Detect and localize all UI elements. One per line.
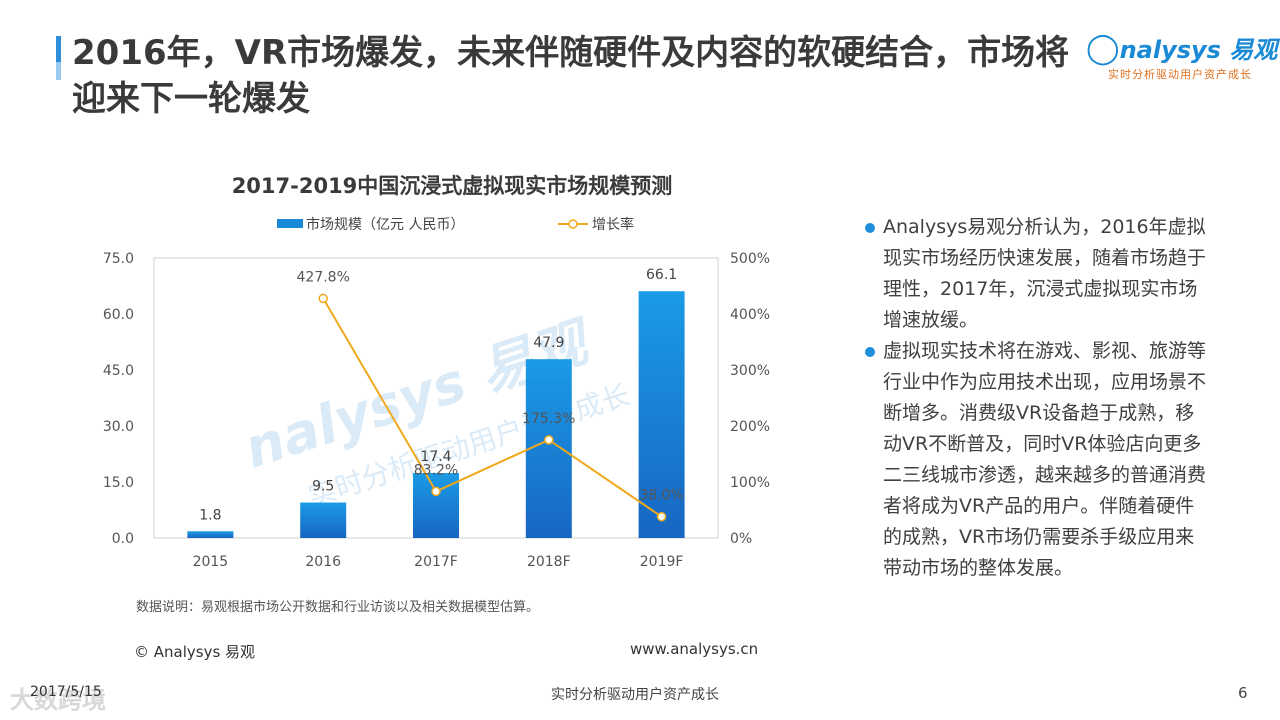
title-accent-bar-light <box>56 62 61 80</box>
logo-text: nalysys 易观 <box>1119 36 1278 64</box>
y2-tick-label: 100% <box>730 475 770 491</box>
y2-tick-label: 200% <box>730 419 770 435</box>
x-tick-label: 2016 <box>305 554 341 570</box>
legend-swatch-market-size <box>277 219 303 228</box>
y-tick-label: 0.0 <box>112 531 134 547</box>
analysys-logo: ◯nalysys 易观 实时分析驱动用户资产成长 <box>1086 31 1278 81</box>
y-tick-label: 15.0 <box>103 475 134 491</box>
x-tick-label: 2017F <box>414 554 458 570</box>
corner-watermark: 大数跨境 <box>10 686 106 714</box>
footer-slogan: 实时分析驱动用户资产成长 <box>551 687 719 703</box>
data-source-note: 数据说明：易观根据市场公开数据和行业访谈以及相关数据模型估算。 <box>136 600 540 615</box>
note-item: 虚拟现实技术将在游戏、影视、旅游等行业中作为应用技术出现，应用场景不断增多。消费… <box>865 336 1210 584</box>
bar-value-label: 17.4 <box>420 449 451 465</box>
y2-tick-label: 500% <box>730 251 770 267</box>
bullet-dot-icon <box>865 347 875 357</box>
title-accent-bar <box>56 36 61 80</box>
growth-rate-label: 38.0% <box>639 488 683 504</box>
growth-rate-label: 427.8% <box>297 269 350 285</box>
x-tick-label: 2015 <box>193 554 229 570</box>
bar-value-label: 66.1 <box>646 267 677 283</box>
bar-market-size <box>525 359 572 538</box>
growth-rate-point <box>656 511 667 522</box>
y-tick-label: 60.0 <box>103 307 134 323</box>
bar-value-label: 9.5 <box>312 479 334 495</box>
legend-label-market-size: 市场规模（亿元 人民币） <box>306 216 464 233</box>
report-date: 2017/5/15 <box>30 684 102 700</box>
bullet-dot-icon <box>865 223 875 233</box>
bar-market-size <box>413 473 459 538</box>
legend-swatch-growth-marker <box>568 219 578 229</box>
bar-market-size <box>187 531 234 538</box>
bar-market-size <box>300 502 347 538</box>
x-tick-label: 2019F <box>640 554 684 570</box>
growth-rate-line <box>322 297 663 518</box>
growth-rate-label: 175.3% <box>522 411 575 427</box>
logo-tagline: 实时分析驱动用户资产成长 <box>1108 68 1252 81</box>
growth-rate-label: 83.2% <box>414 462 458 478</box>
copyright: © Analysys 易观 <box>134 643 256 661</box>
chart-title: 2017-2019中国沉浸式虚拟现实市场规模预测 <box>232 174 673 198</box>
note-text: 虚拟现实技术将在游戏、影视、旅游等行业中作为应用技术出现，应用场景不断增多。消费… <box>883 340 1207 579</box>
growth-rate-point <box>318 293 328 304</box>
y-tick-label: 75.0 <box>103 251 134 267</box>
growth-rate-point <box>544 435 554 445</box>
note-item: Analysys易观分析认为，2016年虚拟现实市场经历快速发展，随着市场趋于理… <box>865 212 1210 336</box>
growth-rate-point <box>431 486 441 497</box>
page-title: 2016年，VR市场爆发，未来伴随硬件及内容的软硬结合，市场将迎来下一轮爆发 <box>72 33 1070 119</box>
y2-tick-label: 400% <box>730 307 770 323</box>
y-tick-label: 30.0 <box>103 419 134 435</box>
bar-value-label: 47.9 <box>533 335 564 351</box>
bar-market-size <box>638 291 685 538</box>
y-tick-label: 45.0 <box>103 363 134 379</box>
legend-label-growth: 增长率 <box>592 216 634 233</box>
y2-tick-label: 0% <box>730 531 752 547</box>
x-tick-label: 2018F <box>527 554 571 570</box>
y2-tick-label: 300% <box>730 363 770 379</box>
analysis-notes: Analysys易观分析认为，2016年虚拟现实市场经历快速发展，随着市场趋于理… <box>865 212 1210 584</box>
page-number: 6 <box>1238 684 1248 702</box>
website-link[interactable]: www.analysys.cn <box>630 640 759 658</box>
bar-value-label: 1.8 <box>199 507 221 523</box>
note-text: Analysys易观分析认为，2016年虚拟现实市场经历快速发展，随着市场趋于理… <box>883 216 1207 331</box>
